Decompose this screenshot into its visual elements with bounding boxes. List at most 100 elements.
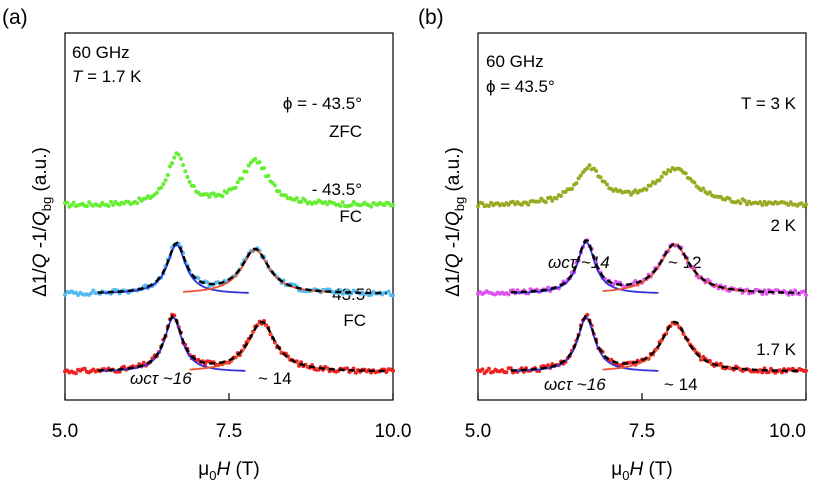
data-point [325,202,330,207]
data-point [476,204,480,209]
panel-a-x-tick-label: 7.5 [216,421,242,442]
trace-label: 2 K [770,216,796,235]
data-point [183,169,188,174]
data-point [546,363,550,368]
data-point [804,293,808,298]
data-point [299,200,304,204]
data-point [548,195,553,200]
data-point [760,292,765,296]
data-point [594,168,599,173]
data-point [178,156,183,161]
data-point [170,161,175,166]
panel-b: (b) Δ1/Q -1/Qbg (a.u.) 5.0 7.5 10.0 μ0H … [418,6,808,483]
data-point [176,152,181,157]
data-point [506,292,511,297]
data-point [165,173,170,177]
trace-label: - 43.5° [312,180,362,199]
data-point [122,364,126,369]
data-point [240,176,245,181]
data-point [598,175,603,180]
data-point [546,285,550,290]
panel-a: (a) Δ1/Q -1/Qbg (a.u.) 5.0 7.5 10.0 μ0H … [2,6,411,483]
data-point [664,171,669,176]
panel-b-plot-area [476,163,808,376]
data-point [801,289,806,294]
data-point [563,190,568,194]
data-point [205,280,210,285]
data-point [272,183,277,188]
data-point [799,201,804,206]
data-point [168,164,172,169]
data-point [108,199,113,204]
data-point [244,169,249,174]
component-fit-low [514,240,659,294]
data-point [578,173,583,178]
data-point [668,169,673,174]
panel-b-angle: ϕ = 43.5° [486,77,555,96]
component-fit-low [514,316,659,372]
panel-a-x-tick-label: 5.0 [52,421,78,442]
trace-sublabel: FC [343,311,366,330]
data-point [266,173,271,178]
data-point [587,163,592,168]
data-point [480,201,485,206]
data-point [683,171,688,176]
data-point [727,196,732,201]
component-fit-high [183,248,328,293]
data-point [181,163,186,167]
data-point [185,175,190,179]
data-point [762,199,767,204]
data-point [91,288,96,293]
panel-b-x-tick-label: 5.0 [465,421,491,442]
data-point [786,203,791,207]
trace-label: 1.7 K [756,340,796,359]
fit-annotation: ωcτ ~14 [548,253,610,272]
panel-b-x-tick-label: 7.5 [629,421,655,442]
fit-annotation: ~ 14 [258,369,292,388]
fit-annotation: ωcτ ~16 [130,369,192,388]
panel-b-x-tick-label: 10.0 [769,421,806,442]
data-point [486,366,491,371]
data-point [253,156,258,161]
data-point [73,371,78,376]
data-point [508,366,513,371]
panel-a-x-axis-label: μ0H (T) [198,459,259,483]
data-point [391,293,395,298]
data-point [159,185,164,190]
data-point [63,292,67,297]
data-point [283,193,288,198]
data-point [570,186,574,191]
trace-label: T = 3 K [741,94,797,113]
panel-b-label: (b) [418,6,444,29]
fit-annotation: ωcτ ~16 [544,375,606,394]
data-point [98,203,102,208]
component-fit-low [104,243,249,294]
data-point [338,204,343,208]
data-point [277,189,282,194]
data-point [701,186,706,191]
fit-annotation: ~ 14 [664,375,698,394]
data-point [187,179,192,184]
component-fit-low [101,316,246,372]
trace-sublabel: FC [339,207,362,226]
data-point [82,366,87,371]
data-point [804,368,808,373]
data-point [644,187,649,192]
data-point [65,200,70,205]
data-point [84,204,89,209]
data-point [224,190,229,195]
data-point [384,370,389,374]
panel-a-label: (a) [2,6,28,29]
data-point [192,184,196,189]
total-fit-line [97,241,387,295]
data-point [659,174,664,179]
panel-b-y-axis-label: Δ1/Q -1/Qbg (a.u.) [443,147,467,297]
data-point [648,183,653,188]
data-point [233,185,238,190]
panel-b-x-axis-label: μ0H (T) [611,459,672,483]
panel-b-frequency: 60 GHz [486,52,544,71]
total-fit-line [510,239,800,295]
data-point [172,155,177,160]
data-point [211,191,216,196]
